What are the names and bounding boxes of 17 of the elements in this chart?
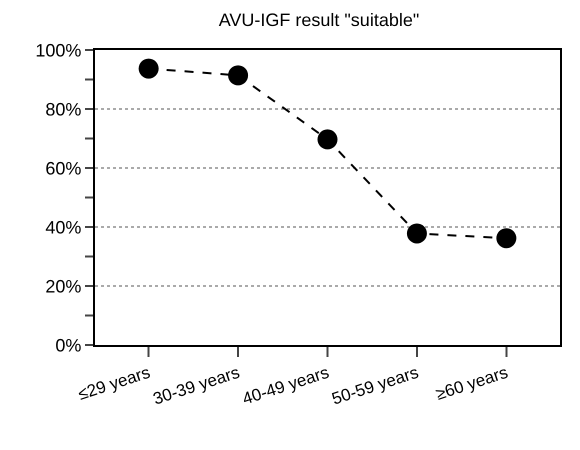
y-tick-label: 20% bbox=[45, 276, 82, 296]
x-tick-label: 30-39 years bbox=[150, 362, 242, 409]
point bbox=[496, 228, 516, 248]
point bbox=[318, 129, 338, 150]
y-tick-label: 60% bbox=[45, 158, 82, 178]
chart-title: AVU-IGF result "suitable" bbox=[218, 10, 420, 30]
x-tick-label: ≥60 years bbox=[433, 362, 510, 404]
y-tick-label: 40% bbox=[45, 217, 82, 238]
y-tick-label: 0% bbox=[55, 335, 82, 356]
x-tick-label: ≤29 years bbox=[76, 362, 153, 404]
point bbox=[138, 58, 159, 79]
x-tick-label: 40-49 years bbox=[240, 362, 332, 409]
x-tick-label: 50-59 years bbox=[330, 362, 421, 409]
y-tick-label: 80% bbox=[45, 99, 82, 120]
point bbox=[228, 65, 248, 86]
point bbox=[406, 223, 427, 244]
y-tick-label: 100% bbox=[35, 40, 82, 60]
